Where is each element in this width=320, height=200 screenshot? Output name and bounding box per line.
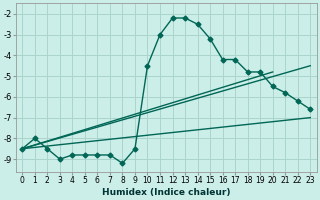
X-axis label: Humidex (Indice chaleur): Humidex (Indice chaleur) <box>102 188 230 197</box>
